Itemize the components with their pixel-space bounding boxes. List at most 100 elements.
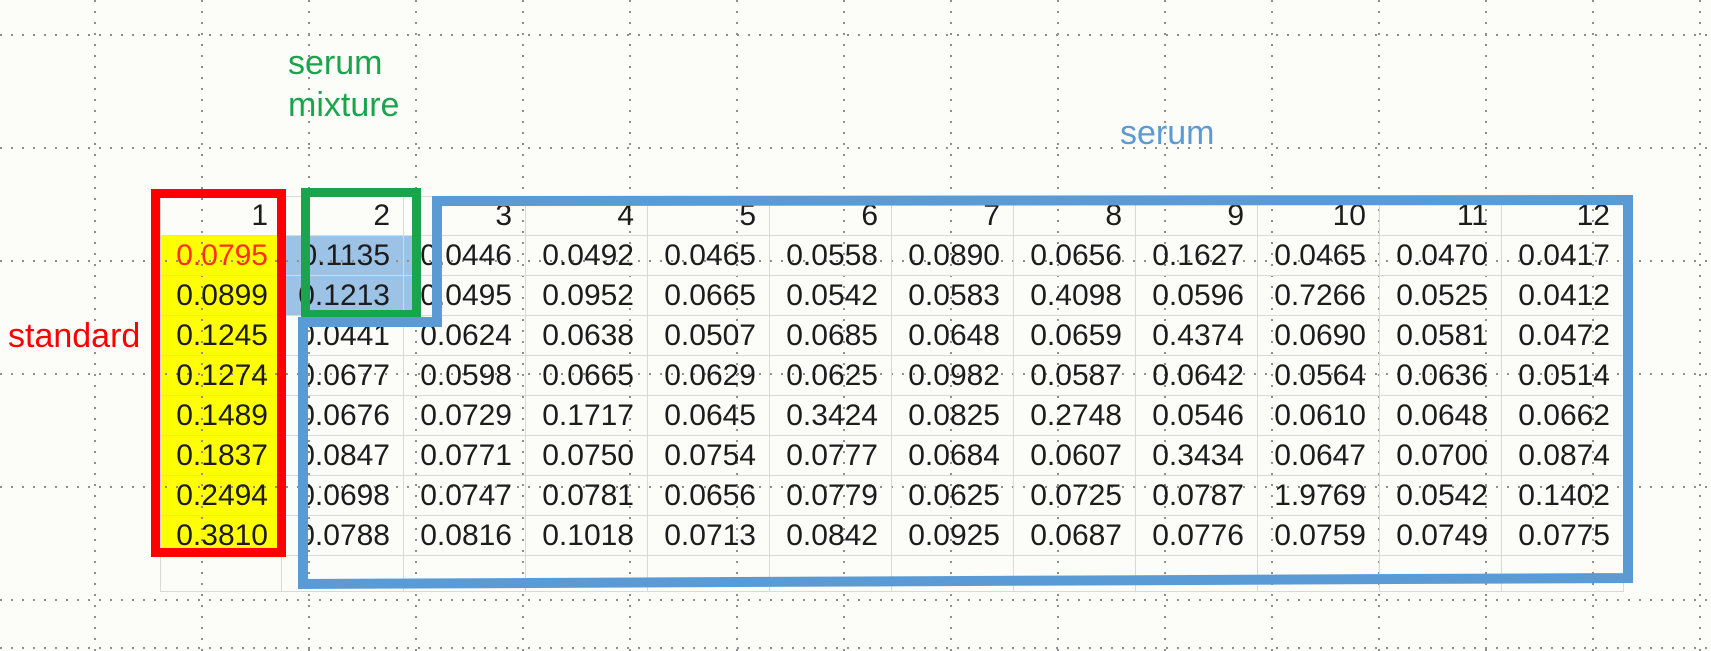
table-cell[interactable]: 0.0687 <box>1014 516 1136 556</box>
table-cell[interactable]: 0.4098 <box>1014 276 1136 316</box>
table-cell[interactable]: 0.0507 <box>648 316 770 356</box>
table-cell[interactable]: 0.0642 <box>1136 356 1258 396</box>
empty-cell[interactable] <box>648 556 770 592</box>
column-header[interactable]: 11 <box>1380 196 1502 236</box>
table-cell[interactable]: 0.0982 <box>892 356 1014 396</box>
empty-cell[interactable] <box>282 556 404 592</box>
table-cell[interactable]: 0.0788 <box>282 516 404 556</box>
table-cell[interactable]: 0.0754 <box>648 436 770 476</box>
table-cell[interactable]: 0.0638 <box>526 316 648 356</box>
table-cell[interactable]: 0.2748 <box>1014 396 1136 436</box>
table-cell[interactable]: 0.2494 <box>160 476 282 516</box>
table-cell[interactable]: 0.0441 <box>282 316 404 356</box>
table-cell[interactable]: 0.0412 <box>1502 276 1624 316</box>
table-cell[interactable]: 0.0465 <box>648 236 770 276</box>
table-cell[interactable]: 0.0665 <box>526 356 648 396</box>
table-cell[interactable]: 0.0542 <box>1380 476 1502 516</box>
empty-cell[interactable] <box>1136 556 1258 592</box>
column-header[interactable]: 6 <box>770 196 892 236</box>
table-cell[interactable]: 0.0825 <box>892 396 1014 436</box>
empty-cell[interactable] <box>1258 556 1380 592</box>
table-cell[interactable]: 0.0787 <box>1136 476 1258 516</box>
table-cell[interactable]: 0.0645 <box>648 396 770 436</box>
table-cell[interactable]: 0.0729 <box>404 396 526 436</box>
table-cell[interactable]: 0.7266 <box>1258 276 1380 316</box>
table-cell[interactable]: 0.0624 <box>404 316 526 356</box>
empty-cell[interactable] <box>1502 556 1624 592</box>
table-cell[interactable]: 0.0725 <box>1014 476 1136 516</box>
table-cell[interactable]: 0.0446 <box>404 236 526 276</box>
column-header[interactable]: 9 <box>1136 196 1258 236</box>
table-cell[interactable]: 0.0525 <box>1380 276 1502 316</box>
table-cell[interactable]: 0.0816 <box>404 516 526 556</box>
table-cell[interactable]: 0.0713 <box>648 516 770 556</box>
table-cell[interactable]: 0.0596 <box>1136 276 1258 316</box>
table-cell[interactable]: 0.3424 <box>770 396 892 436</box>
table-cell[interactable]: 0.0656 <box>648 476 770 516</box>
table-cell[interactable]: 0.0684 <box>892 436 1014 476</box>
table-cell[interactable]: 0.0781 <box>526 476 648 516</box>
table-cell[interactable]: 0.0648 <box>892 316 1014 356</box>
table-cell[interactable]: 0.0492 <box>526 236 648 276</box>
table-cell[interactable]: 0.0690 <box>1258 316 1380 356</box>
table-cell[interactable]: 0.3434 <box>1136 436 1258 476</box>
empty-cell[interactable] <box>770 556 892 592</box>
table-cell[interactable]: 0.0676 <box>282 396 404 436</box>
table-cell[interactable]: 0.0890 <box>892 236 1014 276</box>
table-cell[interactable]: 0.0747 <box>404 476 526 516</box>
table-cell[interactable]: 0.0495 <box>404 276 526 316</box>
table-cell[interactable]: 0.1245 <box>160 316 282 356</box>
table-cell[interactable]: 0.0847 <box>282 436 404 476</box>
table-cell[interactable]: 0.0607 <box>1014 436 1136 476</box>
table-cell[interactable]: 0.1717 <box>526 396 648 436</box>
table-cell[interactable]: 0.0629 <box>648 356 770 396</box>
empty-cell[interactable] <box>892 556 1014 592</box>
table-cell[interactable]: 0.0665 <box>648 276 770 316</box>
table-cell[interactable]: 0.0625 <box>770 356 892 396</box>
table-cell[interactable]: 0.0952 <box>526 276 648 316</box>
empty-cell[interactable] <box>1380 556 1502 592</box>
table-cell[interactable]: 0.0647 <box>1258 436 1380 476</box>
table-cell[interactable]: 0.0749 <box>1380 516 1502 556</box>
table-cell[interactable]: 0.0662 <box>1502 396 1624 436</box>
table-cell[interactable]: 0.0625 <box>892 476 1014 516</box>
empty-cell[interactable] <box>526 556 648 592</box>
table-cell[interactable]: 0.0470 <box>1380 236 1502 276</box>
table-cell[interactable]: 0.0558 <box>770 236 892 276</box>
table-cell[interactable]: 0.0514 <box>1502 356 1624 396</box>
empty-cell[interactable] <box>1014 556 1136 592</box>
empty-cell[interactable] <box>404 556 526 592</box>
table-cell[interactable]: 0.0583 <box>892 276 1014 316</box>
table-cell[interactable]: 0.1018 <box>526 516 648 556</box>
table-cell[interactable]: 0.0610 <box>1258 396 1380 436</box>
column-header[interactable]: 5 <box>648 196 770 236</box>
empty-cell[interactable] <box>160 556 282 592</box>
table-cell[interactable]: 0.0750 <box>526 436 648 476</box>
table-cell[interactable]: 0.0587 <box>1014 356 1136 396</box>
table-cell[interactable]: 0.0685 <box>770 316 892 356</box>
table-cell[interactable]: 0.0542 <box>770 276 892 316</box>
table-cell[interactable]: 0.0700 <box>1380 436 1502 476</box>
table-cell[interactable]: 0.0598 <box>404 356 526 396</box>
table-cell[interactable]: 0.0659 <box>1014 316 1136 356</box>
table-cell[interactable]: 0.0636 <box>1380 356 1502 396</box>
table-cell[interactable]: 0.0656 <box>1014 236 1136 276</box>
table-cell[interactable]: 0.0417 <box>1502 236 1624 276</box>
table-cell[interactable]: 0.0771 <box>404 436 526 476</box>
table-cell[interactable]: 0.0472 <box>1502 316 1624 356</box>
table-cell[interactable]: 0.0698 <box>282 476 404 516</box>
table-cell[interactable]: 0.0648 <box>1380 396 1502 436</box>
table-cell[interactable]: 0.0776 <box>1136 516 1258 556</box>
table-cell[interactable]: 0.1627 <box>1136 236 1258 276</box>
column-header[interactable]: 4 <box>526 196 648 236</box>
table-cell[interactable]: 0.0677 <box>282 356 404 396</box>
column-header[interactable]: 7 <box>892 196 1014 236</box>
table-cell[interactable]: 0.0581 <box>1380 316 1502 356</box>
column-header[interactable]: 3 <box>404 196 526 236</box>
table-cell[interactable]: 0.0465 <box>1258 236 1380 276</box>
table-cell[interactable]: 0.0564 <box>1258 356 1380 396</box>
table-cell[interactable]: 0.1402 <box>1502 476 1624 516</box>
table-cell[interactable]: 0.4374 <box>1136 316 1258 356</box>
column-header[interactable]: 8 <box>1014 196 1136 236</box>
table-cell[interactable]: 0.0874 <box>1502 436 1624 476</box>
